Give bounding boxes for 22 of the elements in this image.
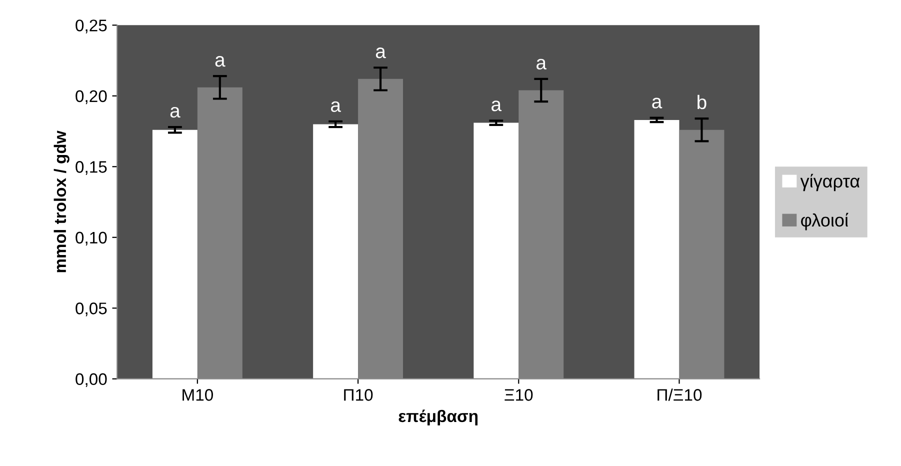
y-tick-label: 0,25: [76, 20, 107, 34]
data-label: a: [330, 101, 341, 112]
x-tick-label: Π10: [344, 389, 373, 401]
y-tick-label: 0,20: [76, 90, 107, 104]
data-label: a: [536, 58, 547, 70]
x-axis-title: επέμβαση: [398, 410, 478, 426]
x-tick-label: Ξ10: [504, 389, 533, 401]
legend-label: φλοιοί: [801, 212, 848, 230]
data-label: a: [170, 106, 180, 118]
data-label: b: [698, 94, 706, 110]
y-tick-label: 0,00: [76, 373, 107, 388]
y-tick-label: 0,15: [76, 161, 107, 175]
y-tick-label: 0,10: [76, 232, 107, 246]
data-label: a: [492, 100, 502, 112]
x-tick-label: M10: [182, 389, 213, 401]
y-axis-title: mmol trolox / gdw: [54, 130, 70, 272]
x-tick-label: Π/Ξ10: [658, 388, 702, 401]
legend-label: γίγαρτα: [800, 174, 860, 192]
y-tick-label: 0,05: [76, 302, 107, 316]
data-label: a: [215, 56, 226, 67]
data-label: a: [376, 48, 386, 58]
data-label: a: [652, 98, 662, 108]
